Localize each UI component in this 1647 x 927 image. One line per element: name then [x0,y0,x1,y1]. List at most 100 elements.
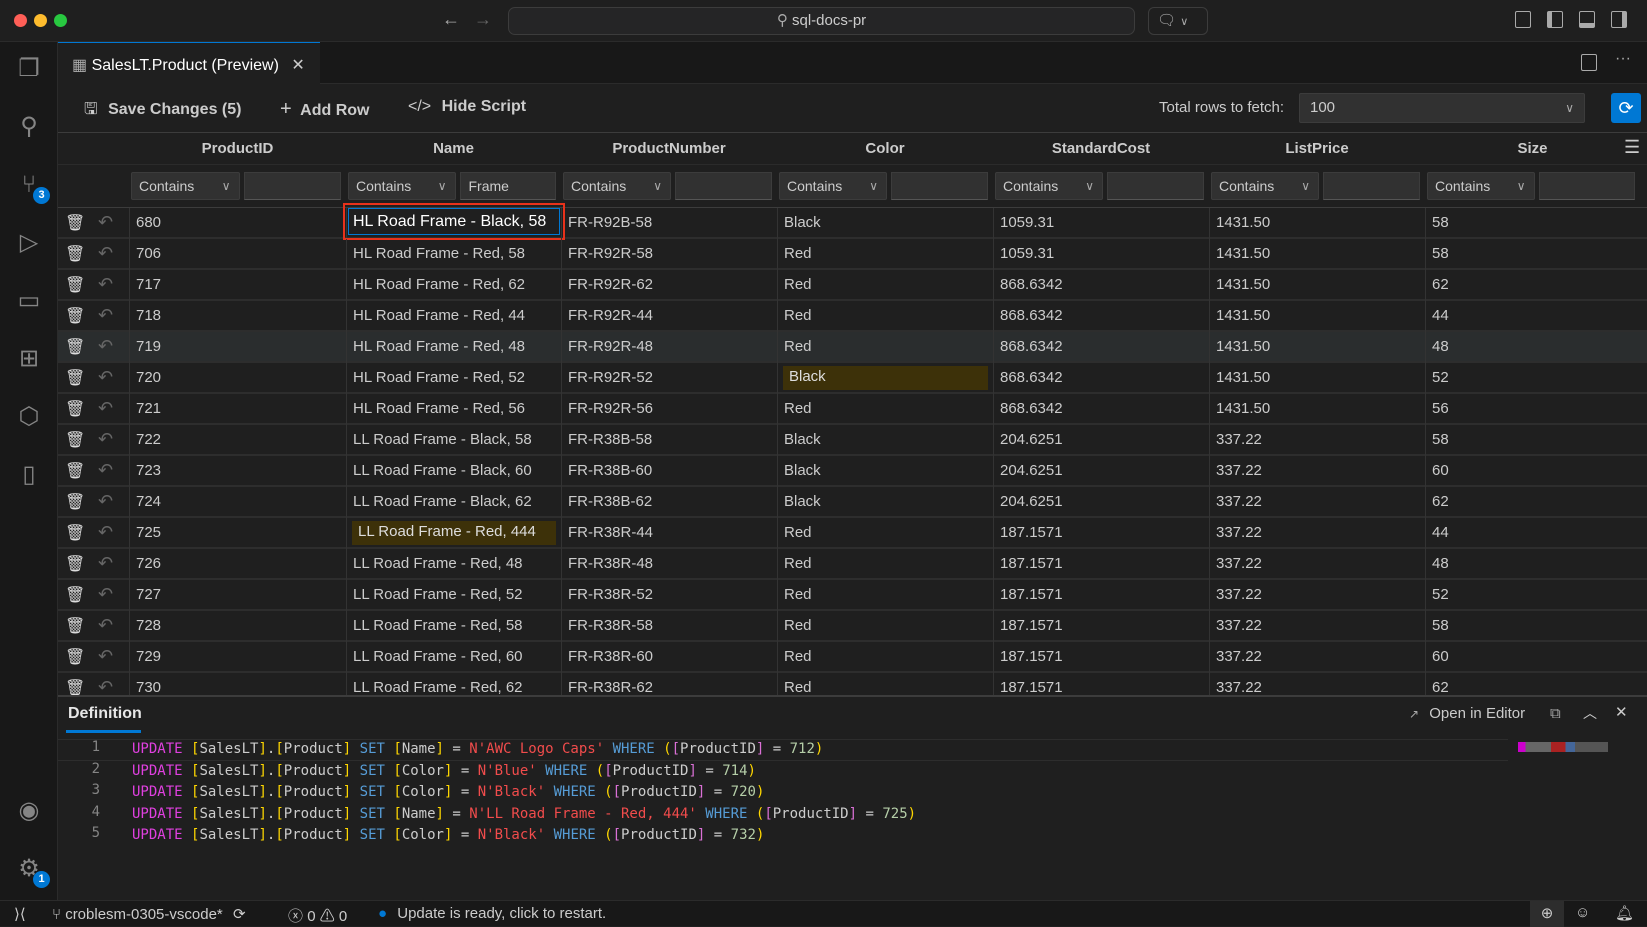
cell-listprice[interactable]: 337.22 [1209,642,1425,673]
cell-size[interactable]: 58 [1425,239,1640,270]
cell-productnumber[interactable]: FR-R92R-58 [561,239,777,270]
branch-indicator[interactable]: ⑂ croblesm-0305-vscode* ⟳ [52,906,246,923]
update-notification[interactable]: ● Update is ready, click to restart. [378,905,607,922]
problems-indicator[interactable]: ⓧ 0 ⚠ 0 [288,908,348,925]
cell-listprice[interactable]: 337.22 [1209,673,1425,695]
copy-icon[interactable]: ⧉ [1550,705,1561,722]
table-row[interactable]: 🗑︎ ↶ 724 LL Road Frame - Black, 62 FR-R38B-6… [58,487,1647,518]
cell-size[interactable]: 48 [1425,549,1640,580]
delete-row-icon[interactable]: 🗑︎ [65,618,86,635]
account-icon[interactable]: ◉ [18,797,40,824]
back-arrow-icon[interactable]: ← [442,9,460,29]
revert-row-icon[interactable]: ↶ [98,553,114,573]
revert-row-icon[interactable]: ↶ [98,305,114,325]
filter-value-input[interactable] [891,172,989,200]
forward-arrow-icon[interactable]: → [474,9,492,29]
cell-listprice[interactable]: 1431.50 [1209,301,1425,332]
filter-operator-select[interactable]: Contains ∨ [563,172,671,200]
toggle-panel-icon[interactable] [1579,11,1595,28]
cell-standardcost[interactable]: 187.1571 [993,580,1209,611]
cell-productnumber[interactable]: FR-R38R-62 [561,673,777,695]
cell-name[interactable]: LL Road Frame - Red, 52 [346,580,561,611]
revert-row-icon[interactable]: ↶ [98,274,114,294]
cell-productid[interactable]: 724 [129,487,346,518]
cell-standardcost[interactable]: 868.6342 [993,332,1209,363]
cell-productid[interactable]: 727 [129,580,346,611]
cell-productid[interactable]: 723 [129,456,346,487]
cell-productnumber[interactable]: FR-R38R-60 [561,642,777,673]
cell-name[interactable]: HL Road Frame - Red, 44 [346,301,561,332]
cell-color[interactable]: Black [777,425,993,456]
cell-color[interactable]: Red [777,394,993,425]
cell-productnumber[interactable]: FR-R92R-48 [561,332,777,363]
delete-row-icon[interactable]: 🗑︎ [65,649,86,666]
extensions-icon[interactable]: ⊞ [18,345,40,372]
cell-name[interactable]: LL Road Frame - Red, 62 [346,673,561,695]
explorer-icon[interactable]: ❐ [18,55,40,82]
cell-size[interactable]: 60 [1425,456,1640,487]
cell-color[interactable]: Red [777,580,993,611]
more-actions-icon[interactable]: ··· [1615,50,1631,67]
database-projects-icon[interactable]: ▯ [22,461,36,488]
revert-row-icon[interactable]: ↶ [98,460,114,480]
delete-row-icon[interactable]: 🗑︎ [65,432,86,449]
cell-color[interactable]: Black [777,487,993,518]
filter-operator-select[interactable]: Contains ∨ [348,172,456,200]
column-header-standardcost[interactable]: StandardCost [1051,140,1151,157]
table-row[interactable]: 🗑︎ ↶ 706 HL Road Frame - Red, 58 FR-R92R-58 R… [58,239,1647,270]
cell-standardcost[interactable]: 187.1571 [993,518,1209,549]
cell-productid[interactable]: 720 [129,363,346,394]
remote-indicator-icon[interactable]: ⟩⟨ [14,906,26,923]
column-header-productid[interactable]: ProductID [201,140,274,157]
cell-productnumber[interactable]: FR-R38B-58 [561,425,777,456]
revert-row-icon[interactable]: ↶ [98,646,114,666]
cell-name[interactable]: LL Road Frame - Red, 444 [346,518,561,549]
maximize-panel-icon[interactable]: ︿ [1583,705,1597,721]
table-row[interactable]: 🗑︎ ↶ 730 LL Road Frame - Red, 62 FR-R38R-62 R… [58,673,1647,695]
cell-productid[interactable]: 726 [129,549,346,580]
filter-operator-select[interactable]: Contains ∨ [779,172,887,200]
cell-standardcost[interactable]: 187.1571 [993,611,1209,642]
settings-gear-icon[interactable]: ⚙ 1 [14,854,50,888]
filter-value-input[interactable] [243,172,342,200]
delete-row-icon[interactable]: 🗑︎ [65,277,86,294]
delete-row-icon[interactable]: 🗑︎ [65,370,86,387]
zoom-icon[interactable]: ⊕ [1530,901,1564,927]
minimap[interactable] [1518,742,1613,752]
cell-color[interactable]: Red [777,332,993,363]
rows-to-fetch-select[interactable]: 100 ∨ [1299,93,1585,123]
cell-listprice[interactable]: 1431.50 [1209,270,1425,301]
cell-size[interactable]: 60 [1425,642,1640,673]
filter-value-input[interactable]: Frame [459,172,557,200]
table-row[interactable]: 🗑︎ ↶ 725 LL Road Frame - Red, 444 FR-R38R-44… [58,518,1647,549]
cell-name[interactable]: LL Road Frame - Black, 58 [346,425,561,456]
cell-name[interactable]: LL Road Frame - Red, 48 [346,549,561,580]
cell-productid[interactable]: 730 [129,673,346,695]
sql-server-icon[interactable]: ⬡ [18,403,40,430]
cell-productid[interactable]: 706 [129,239,346,270]
filter-operator-select[interactable]: Contains ∨ [1211,172,1319,200]
table-row[interactable]: 🗑︎ ↶ 723 LL Road Frame - Black, 60 FR-R38B-6… [58,456,1647,487]
filter-operator-select[interactable]: Contains ∨ [131,172,240,200]
cell-color[interactable]: Red [777,270,993,301]
cell-color[interactable]: Red [777,673,993,695]
cell-standardcost[interactable]: 1059.31 [993,239,1209,270]
cell-listprice[interactable]: 337.22 [1209,611,1425,642]
revert-row-icon[interactable]: ↶ [98,522,114,542]
cell-listprice[interactable]: 1431.50 [1209,332,1425,363]
cell-name[interactable]: HL Road Frame - Red, 56 [346,394,561,425]
cell-edit-input[interactable]: HL Road Frame - Black, 58 [348,208,560,235]
revert-row-icon[interactable]: ↶ [98,584,114,604]
delete-row-icon[interactable]: 🗑︎ [65,215,86,232]
cell-productid[interactable]: 725 [129,518,346,549]
cell-name[interactable]: LL Road Frame - Red, 60 [346,642,561,673]
filter-operator-select[interactable]: Contains ∨ [1427,172,1535,200]
cell-productid[interactable]: 717 [129,270,346,301]
cell-productnumber[interactable]: FR-R38B-60 [561,456,777,487]
refresh-button[interactable]: ⟳ [1611,93,1641,123]
column-header-name[interactable]: Name [433,140,474,157]
filter-value-input[interactable] [1107,172,1205,200]
revert-row-icon[interactable]: ↶ [98,336,114,356]
cell-productnumber[interactable]: FR-R92R-52 [561,363,777,394]
cell-size[interactable]: 62 [1425,270,1640,301]
